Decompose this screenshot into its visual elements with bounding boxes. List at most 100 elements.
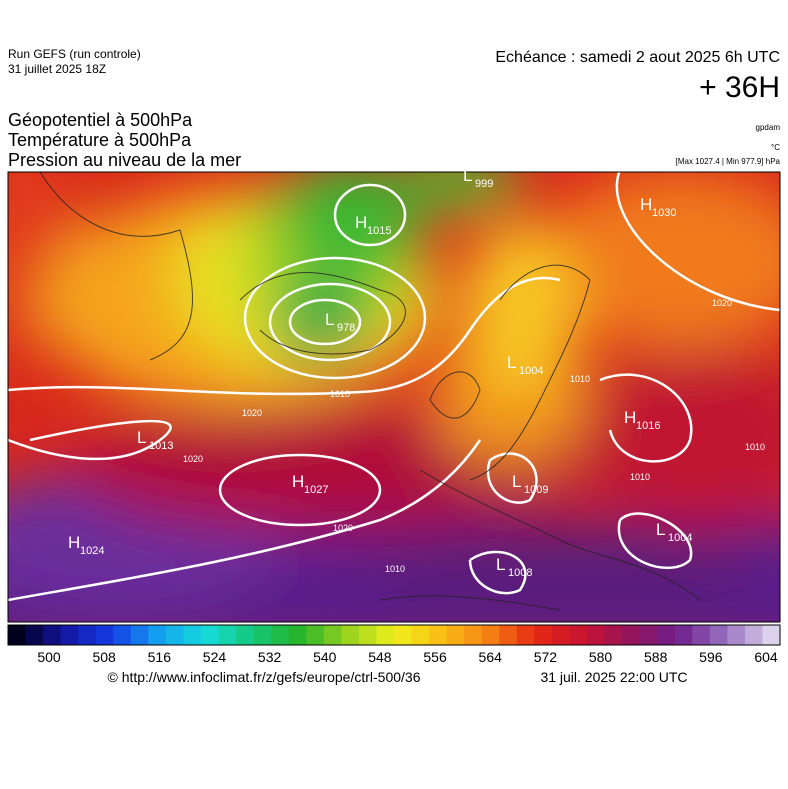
colorbar-swatch: [534, 625, 553, 645]
colorbar-swatch: [78, 625, 97, 645]
isobars: [8, 172, 780, 602]
colorbar-swatch: [358, 625, 377, 645]
colorbar-swatch: [323, 625, 342, 645]
colorbar-swatch: [306, 625, 325, 645]
colorbar-frame: [7, 624, 781, 646]
colorbar-swatch: [499, 625, 518, 645]
colorbar-tick-label: 604: [754, 649, 778, 665]
colorbar-tick-label: 508: [92, 649, 116, 665]
colorbar-tick-label: 596: [699, 649, 723, 665]
colorbar-swatch: [43, 625, 62, 645]
colorbar-swatch: [25, 625, 44, 645]
colorbar-tick-label: 556: [423, 649, 447, 665]
colorbar-tick-label: 572: [534, 649, 558, 665]
unit-label: °C: [771, 143, 780, 152]
colorbar-swatch: [657, 625, 676, 645]
colorbar-swatch: [253, 625, 272, 645]
field-title: Température à 500hPa: [8, 130, 192, 150]
colorbar-swatch: [709, 625, 728, 645]
unit-label: [Max 1027.4 | Min 977.9] hPa: [676, 157, 781, 166]
center-type: H: [624, 408, 636, 427]
map: [8, 172, 780, 622]
isobar-label: 1010: [630, 472, 650, 482]
colorbar-swatch: [8, 625, 27, 645]
colorbar-swatch: [394, 625, 413, 645]
colorbar-swatch: [429, 625, 448, 645]
isobar-label: 1020: [242, 408, 262, 418]
source-url: © http://www.infoclimat.fr/z/gefs/europe…: [107, 669, 420, 685]
center-type: H: [292, 472, 304, 491]
colorbar-swatch: [622, 625, 641, 645]
colorbar-swatch: [236, 625, 255, 645]
center-type: L: [512, 472, 521, 491]
colorbar-swatch: [446, 625, 465, 645]
center-type: H: [640, 195, 652, 214]
colorbar: 500 508 516 524 532 540 548 556 564 572 580 588 596 6…: [7, 624, 781, 665]
center-type: L: [496, 555, 505, 574]
isobar-label: 1020: [712, 298, 732, 308]
center-value: 1024: [80, 545, 104, 557]
lead-time: + 36H: [699, 71, 780, 104]
colorbar-swatch: [130, 625, 149, 645]
colorbar-swatch: [165, 625, 184, 645]
isobar-label: 1010: [570, 374, 590, 384]
colorbar-swatch: [201, 625, 220, 645]
center-type: L: [463, 166, 472, 185]
isobar-label: 1020: [183, 454, 203, 464]
valid-time: 31 juil. 2025 22:00 UTC: [540, 669, 687, 685]
colorbar-swatch: [288, 625, 307, 645]
colorbar-tick-label: 580: [589, 649, 613, 665]
center-value: 1004: [668, 532, 692, 544]
center-type: L: [325, 310, 334, 329]
center-value: 1004: [519, 365, 543, 377]
colorbar-tick-label: 532: [258, 649, 282, 665]
colorbar-swatch: [551, 625, 570, 645]
colorbar-swatch: [692, 625, 711, 645]
isobar-label: 1010: [385, 564, 405, 574]
isobar-label: 1020: [333, 523, 353, 533]
center-value: 1013: [149, 440, 173, 452]
colorbar-tick-label: 524: [203, 649, 227, 665]
colorbar-swatch: [762, 625, 781, 645]
center-type: L: [137, 428, 146, 447]
colorbar-tick-label: 548: [368, 649, 392, 665]
colorbar-swatch: [218, 625, 237, 645]
center-value: 978: [337, 322, 355, 334]
colorbar-swatch: [639, 625, 658, 645]
colorbar-swatch: [569, 625, 588, 645]
echeance: Echéance : samedi 2 aout 2025 6h UTC: [495, 49, 780, 66]
isobar-label: 1010: [745, 442, 765, 452]
colorbar-swatch: [481, 625, 500, 645]
colorbar-swatch: [148, 625, 167, 645]
center-type: L: [507, 353, 516, 372]
colorbar-swatch: [727, 625, 746, 645]
center-value: 1009: [524, 484, 548, 496]
map-frame: [7, 171, 781, 623]
run-label: Run GEFS (run controle): [8, 47, 141, 61]
colorbar-swatch: [411, 625, 430, 645]
colorbar-tick-label: 564: [479, 649, 503, 665]
center-value: 999: [475, 178, 493, 190]
run-date: 31 juillet 2025 18Z: [8, 62, 106, 76]
colorbar-swatch: [516, 625, 535, 645]
center-value: 1016: [636, 420, 660, 432]
isobar-label: 1010: [330, 389, 350, 399]
center-type: L: [656, 520, 665, 539]
colorbar-swatch: [587, 625, 606, 645]
center-type: H: [68, 533, 80, 552]
center-value: 1008: [508, 567, 532, 579]
colorbar-swatch: [341, 625, 360, 645]
center-type: H: [355, 213, 367, 232]
field-title: Géopotentiel à 500hPa: [8, 110, 193, 130]
center-value: 1027: [304, 484, 328, 496]
colorbar-swatch: [674, 625, 693, 645]
colorbar-tick-label: 540: [313, 649, 337, 665]
colorbar-swatch: [376, 625, 395, 645]
unit-label: gpdam: [756, 123, 781, 132]
colorbar-swatch: [464, 625, 483, 645]
colorbar-swatch: [113, 625, 132, 645]
center-value: 1030: [652, 207, 676, 219]
center-value: 1015: [367, 225, 391, 237]
colorbar-swatch: [95, 625, 114, 645]
